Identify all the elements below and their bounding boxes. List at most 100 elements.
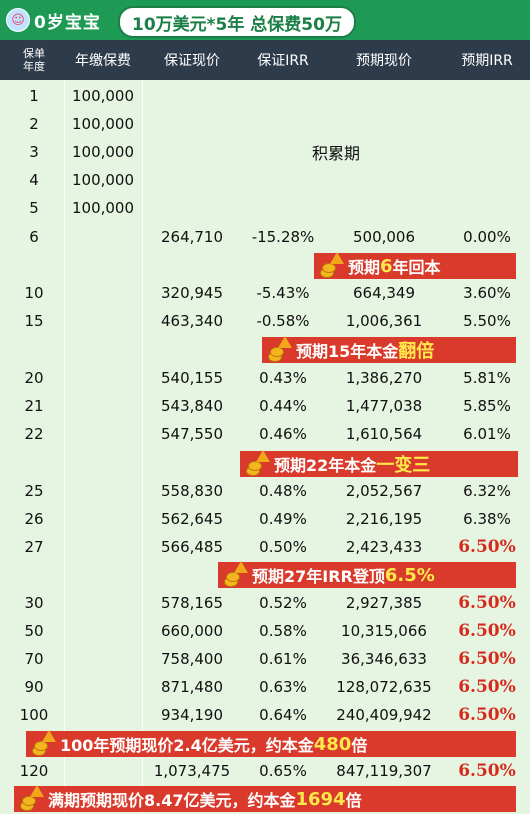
premium-cell: 100,000: [71, 171, 135, 189]
premium-cell: 100,000: [71, 199, 135, 217]
expected-irr-cell: 6.50%: [458, 677, 516, 697]
premium-cell: 100,000: [71, 143, 135, 161]
premium-cell: [64, 701, 142, 729]
table-row: 90 871,480 0.63% 128,072,635 6.50%: [0, 673, 530, 701]
year-cell: 27: [24, 538, 44, 556]
expected-value-cell: 2,052,567: [345, 482, 423, 500]
guaranteed-value-cell: [142, 194, 242, 222]
guaranteed-irr-cell: [242, 82, 324, 110]
table-row: 6 264,710 -15.28% 500,006 0.00%: [0, 223, 530, 251]
expected-value-cell: 847,119,307: [336, 762, 432, 780]
guaranteed-value-cell: 562,645: [160, 510, 224, 528]
table-row: 100 934,190 0.64% 240,409,942 6.50%: [0, 701, 530, 729]
year-cell: 4: [29, 171, 39, 189]
year-cell: 15: [24, 312, 44, 330]
table-row: 10 320,945 -5.43% 664,349 3.60%: [0, 279, 530, 307]
title-bar: ☺ 0岁宝宝 10万美元*5年 总保费50万: [0, 0, 530, 40]
expected-value-cell: 2,423,433: [345, 538, 423, 556]
guaranteed-value-cell: [142, 82, 242, 110]
expected-value-cell: 10,315,066: [341, 622, 427, 640]
expected-value-cell: [324, 166, 444, 194]
year-cell: 20: [24, 369, 44, 387]
accumulation-period-label: 积累期: [311, 144, 360, 163]
guaranteed-irr-cell: -0.58%: [256, 312, 310, 330]
table-header: 保单年度 年缴保费 保证现价 保证IRR 预期现价 预期IRR: [0, 40, 530, 80]
guaranteed-irr-cell: 0.65%: [259, 762, 307, 780]
premium-cell: [64, 223, 142, 251]
table-row: 2 100,000: [0, 110, 530, 138]
expected-value-cell: 240,409,942: [336, 706, 432, 724]
year-cell: 25: [24, 482, 44, 500]
year-cell: 21: [24, 397, 44, 415]
expected-value-cell: 500,006: [352, 228, 416, 246]
premium-cell: [64, 307, 142, 335]
baby-face-icon: ☺: [6, 8, 30, 32]
year-cell: 22: [24, 425, 44, 443]
year-cell: 10: [24, 284, 44, 302]
expected-irr-cell: 6.50%: [458, 537, 516, 557]
premium-cell: [64, 505, 142, 533]
guaranteed-value-cell: 543,840: [160, 397, 224, 415]
guaranteed-irr-cell: [242, 166, 324, 194]
expected-value-cell: 1,386,270: [345, 369, 423, 387]
year-cell: 50: [24, 622, 44, 640]
col-exp-header: 预期现价: [356, 53, 412, 69]
expected-value-cell: [324, 110, 444, 138]
guaranteed-irr-cell: 0.44%: [259, 397, 307, 415]
year-cell: 100: [19, 706, 49, 724]
expected-irr-cell: 5.85%: [463, 397, 511, 415]
table-row: 4 100,000: [0, 166, 530, 194]
plan-pill: 10万美元*5年 总保费50万: [118, 6, 356, 38]
year-cell: 70: [24, 650, 44, 668]
col-exp-irr-header: 预期IRR: [461, 53, 513, 69]
guaranteed-irr-cell: 0.58%: [259, 622, 307, 640]
table-row: 120 1,073,475 0.65% 847,119,307 6.50%: [0, 757, 530, 785]
premium-cell: [64, 589, 142, 617]
table-row: 27 566,485 0.50% 2,423,433 6.50%: [0, 533, 530, 561]
banner-year-100: 100年预期现价2.4亿美元，约本金 480 倍: [26, 730, 516, 757]
expected-value-cell: 2,927,385: [345, 594, 423, 612]
guaranteed-irr-cell: [242, 138, 324, 166]
expected-value-cell: [324, 194, 444, 222]
guaranteed-irr-cell: 0.43%: [259, 369, 307, 387]
premium-cell: [64, 617, 142, 645]
banner-irr-peak-27: 预期27年IRR登顶 6.5%: [218, 561, 516, 588]
banner-payback-6: 预期 6 年回本: [314, 252, 516, 279]
column-divider: [142, 80, 143, 814]
table-row: 26 562,645 0.49% 2,216,195 6.38%: [0, 505, 530, 533]
premium-cell: [64, 279, 142, 307]
expected-value-cell: 1,477,038: [345, 397, 423, 415]
age-label: 0岁宝宝: [34, 12, 101, 33]
table-row: 20 540,155 0.43% 1,386,270 5.81%: [0, 364, 530, 392]
expected-irr-cell: [444, 166, 530, 194]
year-cell: 30: [24, 594, 44, 612]
expected-irr-cell: 6.50%: [458, 761, 516, 781]
expected-irr-cell: 6.01%: [463, 425, 511, 443]
coin-arrow-icon: [20, 785, 46, 811]
expected-value-cell: [324, 82, 444, 110]
guaranteed-value-cell: 540,155: [160, 369, 224, 387]
premium-cell: [64, 533, 142, 561]
coin-arrow-icon: [320, 252, 346, 278]
expected-irr-cell: 5.50%: [463, 312, 511, 330]
table-row: 50 660,000 0.58% 10,315,066 6.50%: [0, 617, 530, 645]
table-row: 1 100,000: [0, 82, 530, 110]
year-cell: 5: [29, 199, 39, 217]
coin-arrow-icon: [32, 730, 58, 756]
table-row: 21 543,840 0.44% 1,477,038 5.85%: [0, 392, 530, 420]
expected-irr-cell: [444, 194, 530, 222]
year-cell: 26: [24, 510, 44, 528]
year-cell: 1: [29, 87, 39, 105]
guaranteed-irr-cell: 0.61%: [259, 650, 307, 668]
guaranteed-value-cell: [142, 138, 242, 166]
year-cell: 6: [29, 228, 39, 246]
guaranteed-value-cell: 463,340: [160, 312, 224, 330]
guaranteed-value-cell: [142, 166, 242, 194]
year-cell: 3: [29, 143, 39, 161]
expected-irr-cell: 6.32%: [463, 482, 511, 500]
premium-cell: [64, 757, 142, 785]
col-premium-header: 年缴保费: [75, 53, 131, 69]
expected-irr-cell: 6.50%: [458, 621, 516, 641]
guaranteed-irr-cell: -15.28%: [251, 228, 315, 246]
coin-arrow-icon: [224, 561, 250, 587]
